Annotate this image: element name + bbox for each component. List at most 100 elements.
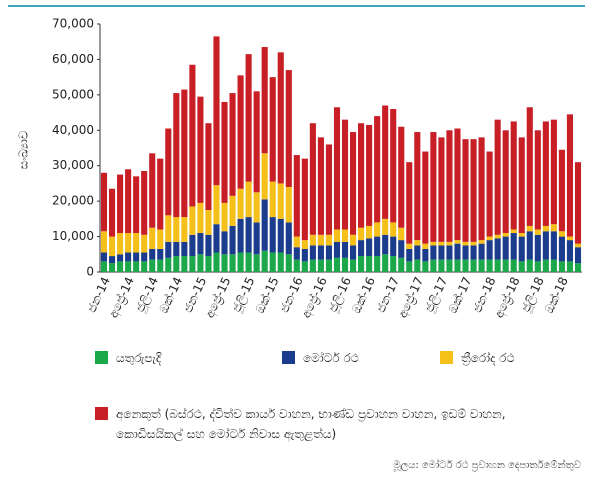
- bar-segment: [157, 248, 164, 260]
- bar-segment: [229, 195, 236, 226]
- bar-segment: [309, 234, 316, 246]
- bar-segment: [470, 245, 477, 260]
- legend-swatch: [440, 351, 453, 364]
- bar-segment: [245, 54, 252, 182]
- legend-item: ත්‍රීරෝද රථ: [440, 348, 515, 368]
- bar-segment: [462, 259, 469, 272]
- bar-segment: [189, 64, 196, 207]
- bar-segment: [462, 241, 469, 246]
- bar-segment: [261, 47, 268, 154]
- bar-segment: [374, 222, 381, 237]
- bar-segment: [125, 261, 132, 272]
- bar-segment: [422, 248, 429, 262]
- bar-segment: [526, 259, 533, 272]
- bar-segment: [518, 137, 525, 234]
- bar-segment: [438, 259, 445, 272]
- bar-segment: [253, 254, 260, 272]
- bar-segment: [301, 248, 308, 262]
- bar-segment: [422, 261, 429, 272]
- bar-segment: [125, 169, 132, 234]
- bar-segment: [550, 231, 557, 260]
- bar-segment: [486, 240, 493, 260]
- bar-segment: [574, 243, 582, 248]
- bar-segment: [341, 257, 349, 272]
- bar-segment: [349, 132, 357, 235]
- y-tick-label: 40,000: [52, 123, 94, 137]
- bar-segment: [366, 238, 373, 257]
- bar-segment: [237, 188, 244, 219]
- bar-segment: [173, 241, 180, 257]
- bar-segment: [277, 218, 284, 253]
- bar-segment: [542, 121, 549, 226]
- bar-segment: [285, 70, 292, 187]
- legend-label: ත්‍රීරෝද රථ: [461, 351, 515, 365]
- bar-segment: [366, 256, 373, 272]
- bar-segment: [510, 121, 517, 230]
- bar-segment: [566, 240, 574, 262]
- bar-segment: [366, 225, 373, 239]
- bar-segment: [108, 263, 116, 272]
- bar-segment: [558, 149, 565, 232]
- bar-segment: [205, 210, 212, 235]
- bar-segment: [542, 231, 549, 260]
- bar-segment: [382, 254, 389, 272]
- bar-segment: [108, 188, 116, 237]
- bar-segment: [382, 218, 389, 235]
- bar-segment: [301, 240, 308, 249]
- bar-segment: [285, 186, 292, 223]
- bar-segment: [125, 233, 132, 253]
- bar-segment: [374, 256, 381, 272]
- legend-swatch: [95, 407, 108, 420]
- y-tick-label: 70,000: [52, 17, 94, 31]
- bar-segment: [141, 261, 148, 272]
- bar-segment: [478, 243, 485, 260]
- bar-segment: [454, 128, 461, 241]
- bar-segment: [149, 153, 156, 228]
- bar-segment: [205, 123, 212, 210]
- bar-segment: [430, 132, 437, 242]
- bar-segment: [325, 144, 333, 235]
- bar-segment: [173, 93, 180, 218]
- bar-segment: [317, 137, 324, 235]
- bar-segment: [542, 225, 549, 232]
- bar-segment: [478, 240, 485, 244]
- bar-segment: [181, 256, 188, 272]
- bar-segment: [285, 222, 292, 255]
- bar-segment: [446, 241, 453, 246]
- bar-segment: [325, 245, 333, 260]
- bar-segment: [117, 174, 124, 234]
- bar-segment: [390, 109, 397, 223]
- bar-segment: [526, 107, 533, 226]
- bar-segment: [221, 254, 228, 272]
- bar-segment: [422, 151, 429, 244]
- bar-segment: [510, 233, 517, 260]
- source: මූලය: මෝටර් රථ ප්‍රවාහන දෙපාර්තමේන්තුව: [393, 460, 581, 471]
- bar-segment: [534, 130, 541, 230]
- bar-segment: [341, 241, 349, 258]
- bar-segment: [100, 172, 108, 232]
- bar-segment: [293, 236, 300, 248]
- bar-segment: [518, 233, 525, 237]
- bar-segment: [358, 123, 365, 228]
- bar-segment: [237, 75, 244, 189]
- bar-segment: [293, 247, 300, 260]
- bar-segment: [382, 234, 389, 255]
- bar-segment: [261, 250, 268, 272]
- bar-segment: [213, 36, 220, 186]
- bar-segment: [301, 158, 308, 241]
- bar-segment: [325, 259, 333, 272]
- bar-segment: [558, 261, 565, 272]
- bar-segment: [358, 227, 365, 241]
- bar-segment: [189, 256, 196, 272]
- bar-segment: [341, 119, 349, 230]
- bar-segment: [181, 241, 188, 257]
- bar-segment: [518, 236, 525, 262]
- bar-segment: [390, 256, 397, 272]
- bar-segment: [253, 91, 260, 193]
- bar-segment: [534, 234, 541, 262]
- bar-segment: [253, 222, 260, 255]
- bar-segment: [133, 252, 140, 262]
- bar-segment: [125, 252, 132, 262]
- bar-segment: [526, 231, 533, 260]
